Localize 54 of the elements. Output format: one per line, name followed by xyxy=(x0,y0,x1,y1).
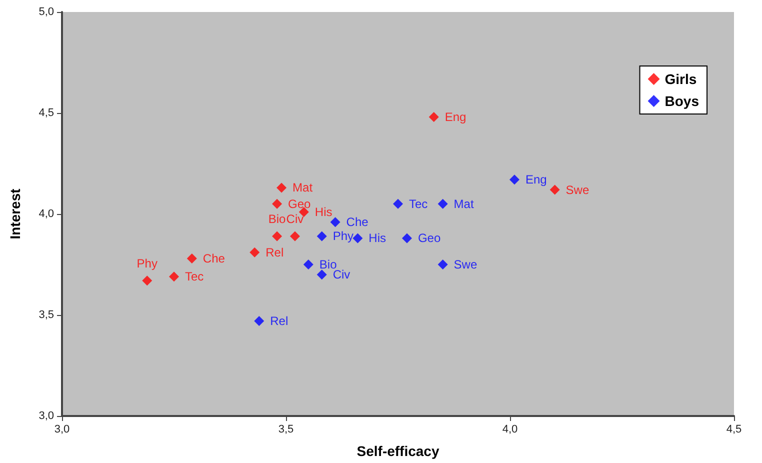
annotation: His xyxy=(368,231,386,246)
point xyxy=(272,198,282,209)
y-tick-label: 4,5 xyxy=(38,107,54,119)
annotation: Geo xyxy=(288,196,312,211)
x-tick-label: 4,5 xyxy=(726,424,742,436)
legend-label: Girls xyxy=(664,71,697,87)
annotation: Phy xyxy=(136,256,158,271)
point xyxy=(509,174,520,185)
annotation: Phy xyxy=(332,229,354,244)
point xyxy=(438,260,448,270)
point xyxy=(316,270,327,280)
y-tick-label: 3,0 xyxy=(38,410,54,422)
point xyxy=(142,276,152,286)
x-tick-label: 3,0 xyxy=(54,424,70,436)
point xyxy=(290,231,300,242)
point xyxy=(276,182,287,193)
y-tick-label: 4,0 xyxy=(38,208,54,220)
point xyxy=(303,260,314,270)
point xyxy=(272,231,282,242)
point xyxy=(428,112,439,122)
annotation: Tec xyxy=(185,270,204,284)
point xyxy=(438,198,448,209)
y-tick-label: 5,0 xyxy=(38,6,54,18)
point xyxy=(186,253,197,264)
point xyxy=(316,231,327,242)
point xyxy=(393,198,403,209)
point xyxy=(250,247,260,258)
point xyxy=(352,233,363,244)
point xyxy=(550,184,560,195)
point xyxy=(402,233,412,244)
annotation: Bio xyxy=(268,212,286,226)
annotation: Civ xyxy=(286,212,304,226)
annotation: Che xyxy=(202,251,226,266)
point xyxy=(169,272,179,282)
legend-label: Boys xyxy=(664,93,700,109)
annotation: Eng xyxy=(444,110,466,124)
annotation: His xyxy=(314,204,332,219)
annotation: Tec xyxy=(409,196,428,211)
annotation: Mat xyxy=(454,196,474,211)
annotation: Rel xyxy=(270,314,288,328)
annotation: Swe xyxy=(454,258,478,272)
annotation: Rel xyxy=(266,245,284,260)
annotation: Eng xyxy=(525,172,547,187)
annotation: Swe xyxy=(566,182,590,197)
y-axis-title: Interest xyxy=(7,188,23,240)
x-axis-title: Self-efficacy xyxy=(356,443,440,459)
annotation: Geo xyxy=(418,231,441,246)
point xyxy=(254,316,264,326)
y-tick-label: 3,5 xyxy=(38,309,54,321)
point xyxy=(330,217,340,228)
x-tick-label: 4,0 xyxy=(502,424,518,436)
x-tick-label: 3,5 xyxy=(278,424,294,436)
annotation: Mat xyxy=(292,180,314,195)
annotation: Che xyxy=(346,215,369,230)
